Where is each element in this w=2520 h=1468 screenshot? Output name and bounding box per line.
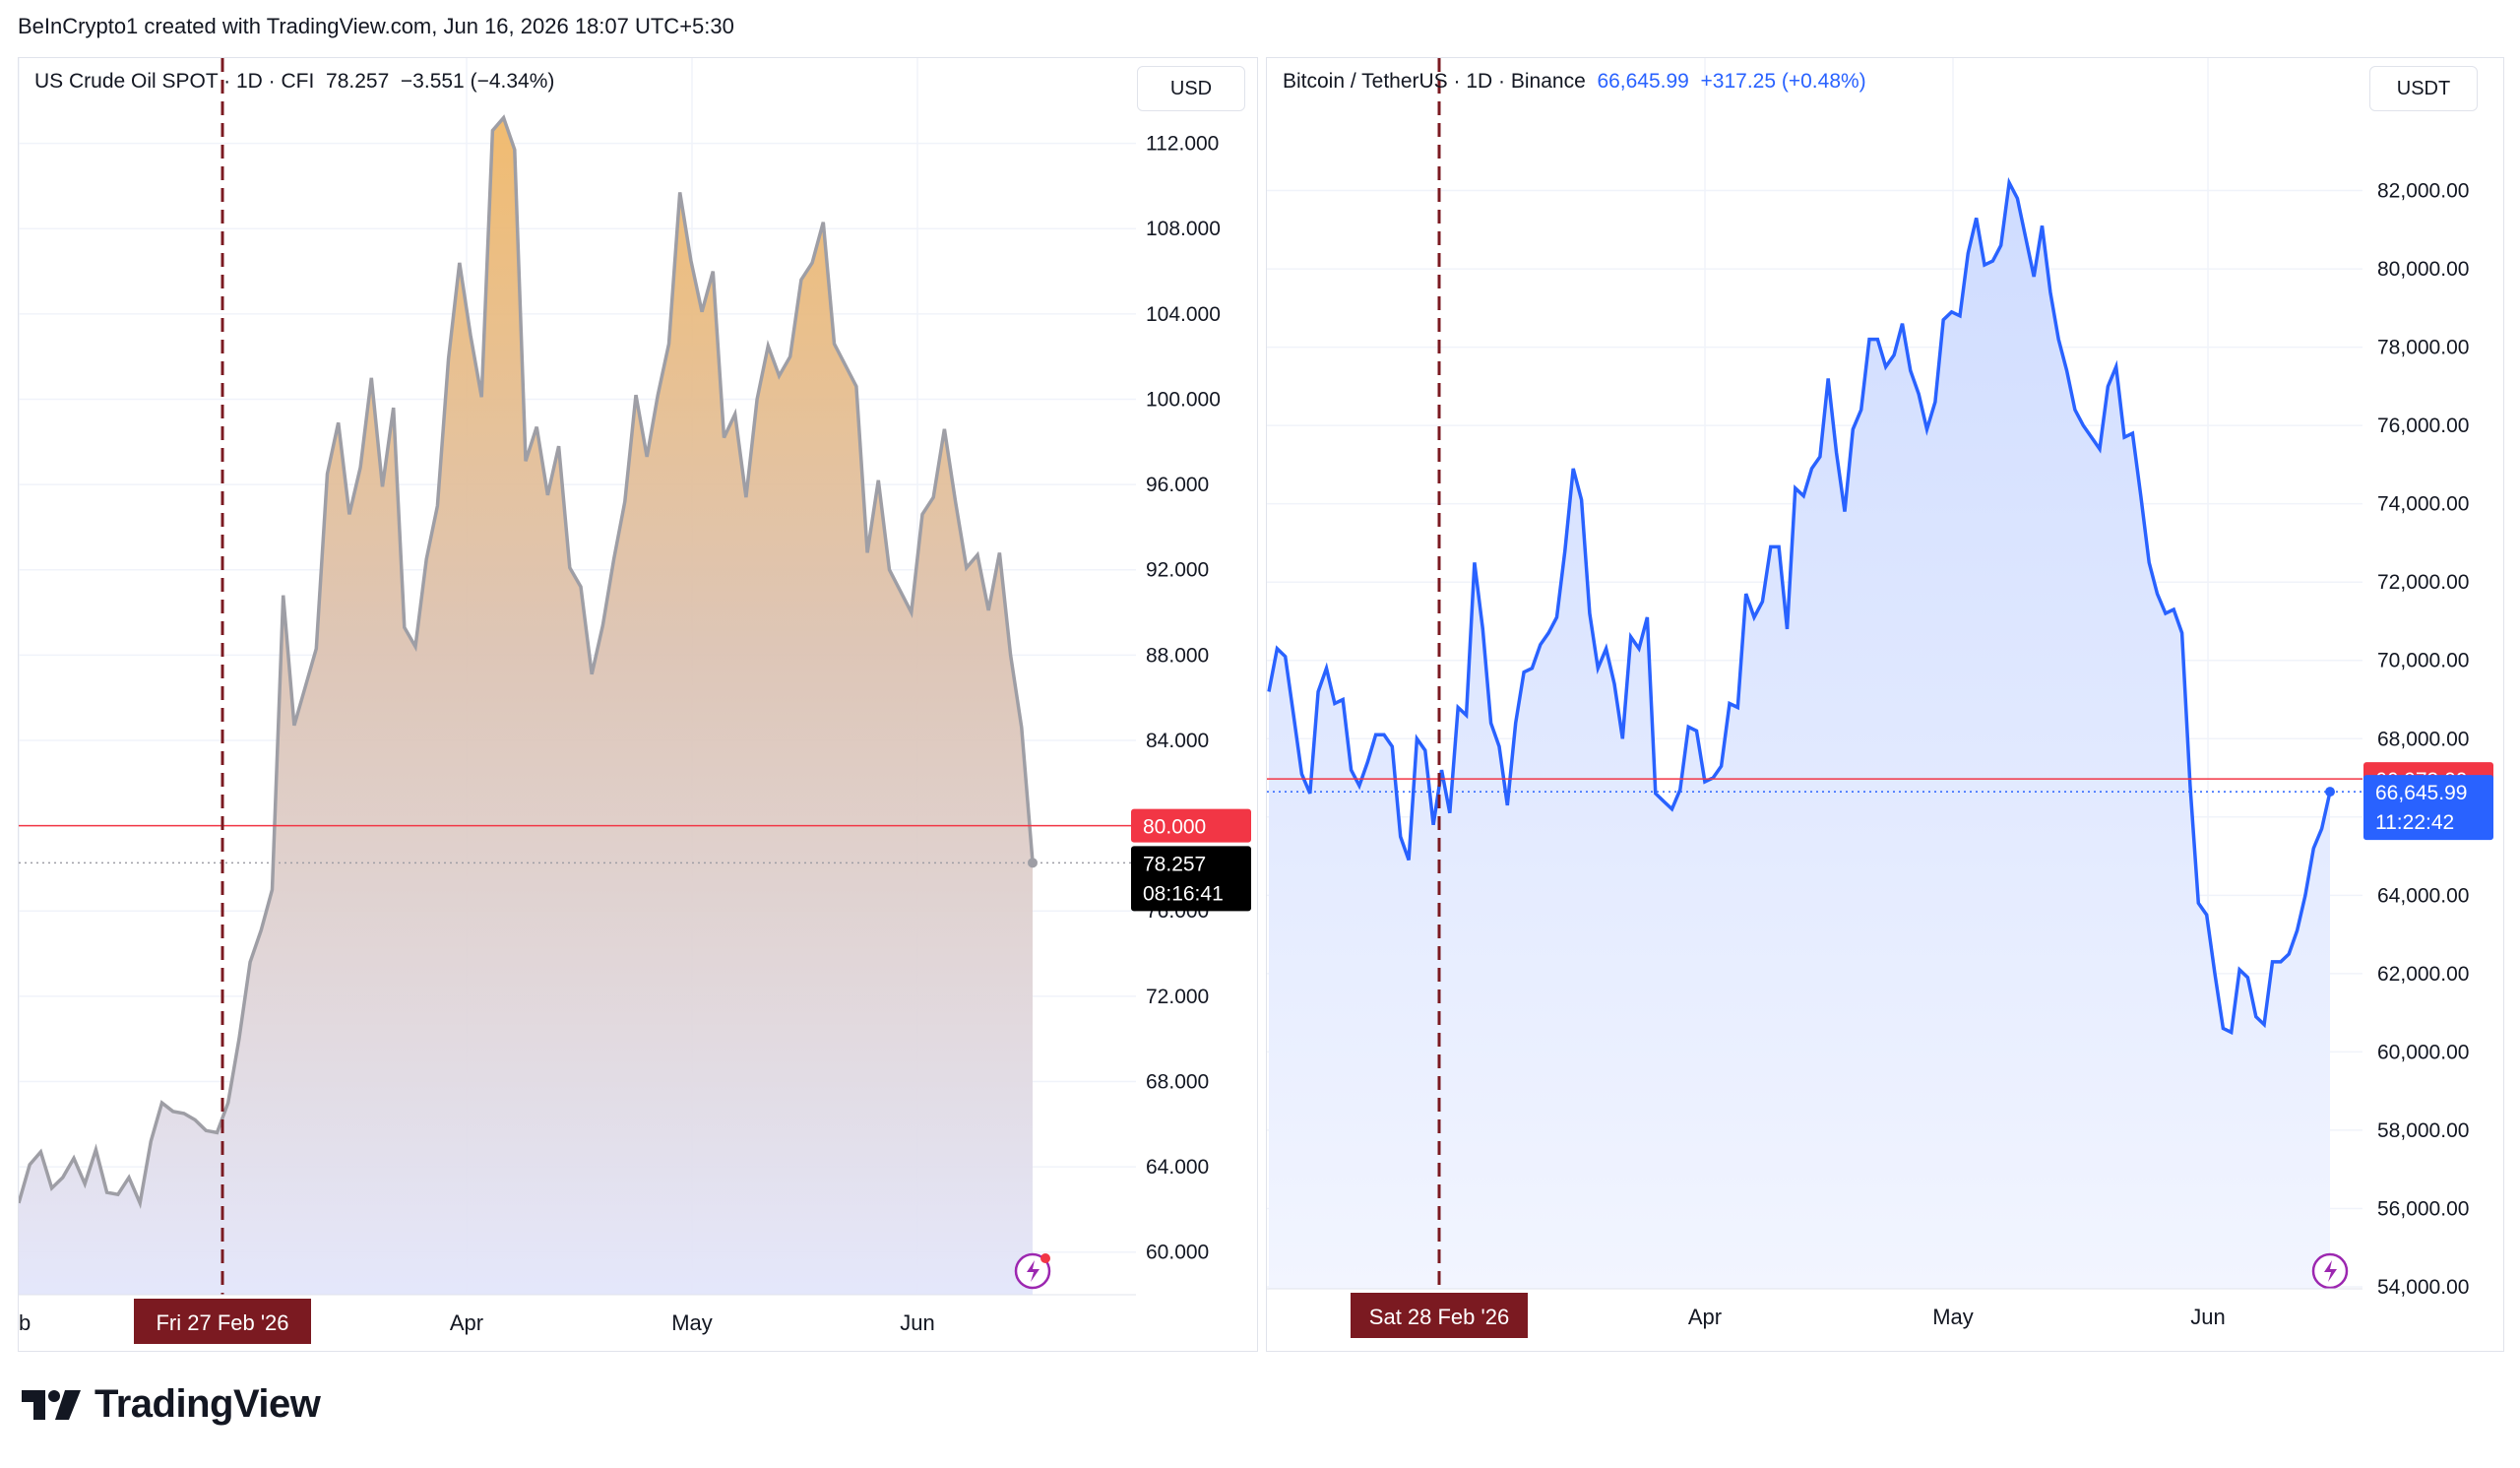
y-tick-label: 112.000	[1146, 133, 1219, 156]
btc-symbol-title[interactable]: Bitcoin / TetherUS · 1D · Binance	[1283, 70, 1586, 93]
replay-icon	[1014, 1252, 1051, 1290]
y-tick-label: 72,000.00	[2377, 571, 2469, 594]
credit-line: BeInCrypto1 created with TradingView.com…	[18, 14, 734, 38]
event-date-label: Fri 27 Feb '26	[156, 1310, 288, 1335]
x-tick-label: May	[671, 1310, 713, 1335]
countdown-label: 08:16:41	[1143, 882, 1224, 905]
btc-legend[interactable]: Bitcoin / TetherUS · 1D · Binance 66,645…	[1283, 70, 1866, 94]
oil-symbol-title[interactable]: US Crude Oil SPOT · 1D · CFI	[34, 70, 315, 93]
brand-name: TradingView	[94, 1382, 321, 1426]
event-date-tag	[134, 1299, 311, 1344]
y-tick-label: 88.000	[1146, 644, 1209, 667]
event-date-label: Sat 28 Feb '26	[1369, 1305, 1509, 1329]
btc-chart[interactable]: 54,000.00 56,000.00 58,000.00 60,000.00 62,0…	[1267, 58, 2503, 1351]
btc-change: +317.25 (+0.48%)	[1700, 70, 1866, 93]
tradingview-logo[interactable]: TradingView	[22, 1382, 321, 1427]
last-price-dot	[1028, 858, 1038, 868]
x-tick-label: Apr	[1688, 1305, 1722, 1329]
y-tick-label: 100.000	[1146, 388, 1221, 411]
oil-currency-button[interactable]: USD	[1137, 66, 1245, 111]
last-price-label: 78.257	[1143, 853, 1206, 875]
lightning-icon	[1027, 1260, 1040, 1282]
y-tick-label: 78,000.00	[2377, 337, 2469, 359]
y-tick-label: 70,000.00	[2377, 650, 2469, 672]
x-tick-label: eb	[19, 1310, 31, 1335]
reference-price-label: 80.000	[1143, 816, 1206, 839]
y-tick-label: 56,000.00	[2377, 1197, 2469, 1220]
y-tick-label: 82,000.00	[2377, 180, 2469, 203]
y-tick-label: 80,000.00	[2377, 258, 2469, 281]
oil-price: 78.257	[326, 70, 390, 93]
notification-dot	[1040, 1253, 1050, 1263]
y-tick-label: 64,000.00	[2377, 884, 2469, 907]
y-tick-label: 68,000.00	[2377, 728, 2469, 750]
y-tick-label: 104.000	[1146, 303, 1221, 326]
y-tick-label: 96.000	[1146, 474, 1209, 496]
oil-series-line	[19, 114, 1035, 1209]
btc-currency-button[interactable]: USDT	[2369, 66, 2478, 111]
y-tick-label: 58,000.00	[2377, 1119, 2469, 1142]
y-tick-label: 60,000.00	[2377, 1041, 2469, 1063]
y-tick-label: 54,000.00	[2377, 1276, 2469, 1299]
lightning-icon	[2324, 1260, 2337, 1282]
last-price-tag	[2363, 775, 2493, 841]
btc-price: 66,645.99	[1597, 70, 1689, 93]
replay-icon	[2311, 1252, 2349, 1290]
y-tick-label: 64.000	[1146, 1156, 1209, 1179]
y-tick-label: 60.000	[1146, 1242, 1209, 1264]
y-tick-label: 92.000	[1146, 559, 1209, 582]
tradingview-logo-icon	[22, 1389, 81, 1420]
y-tick-label: 108.000	[1146, 218, 1221, 240]
last-price-dot	[2325, 787, 2335, 798]
oil-chart[interactable]: 60.00064.00068.00072.00076.00080.00084.0…	[19, 58, 1257, 1351]
oil-legend[interactable]: US Crude Oil SPOT · 1D · CFI 78.257 −3.5…	[34, 70, 554, 94]
y-tick-label: 84.000	[1146, 730, 1209, 752]
y-tick-label: 68.000	[1146, 1070, 1209, 1093]
oil-change: −3.551 (−4.34%)	[400, 70, 555, 93]
x-tick-label: Apr	[450, 1310, 483, 1335]
y-tick-label: 76,000.00	[2377, 415, 2469, 437]
last-price-tag	[1131, 846, 1251, 912]
btc-chart-panel[interactable]: 54,000.00 56,000.00 58,000.00 60,000.00 62,0…	[1266, 57, 2504, 1352]
reference-price-tag	[1131, 808, 1251, 843]
x-tick-label: Jun	[2190, 1305, 2225, 1329]
countdown-label: 11:22:42	[2375, 811, 2454, 834]
oil-area-fill	[19, 117, 1033, 1296]
x-tick-label: Jun	[900, 1310, 934, 1335]
btc-area-fill	[1269, 182, 2330, 1290]
oil-chart-panel[interactable]: 60.00064.00068.00072.00076.00080.00084.0…	[18, 57, 1258, 1352]
y-tick-label: 62,000.00	[2377, 963, 2469, 986]
y-tick-label: 72.000	[1146, 986, 1209, 1008]
event-date-tag	[1351, 1293, 1528, 1338]
x-tick-label: May	[1932, 1305, 1974, 1329]
last-price-label: 66,645.99	[2375, 782, 2467, 804]
y-tick-label: 74,000.00	[2377, 493, 2469, 516]
